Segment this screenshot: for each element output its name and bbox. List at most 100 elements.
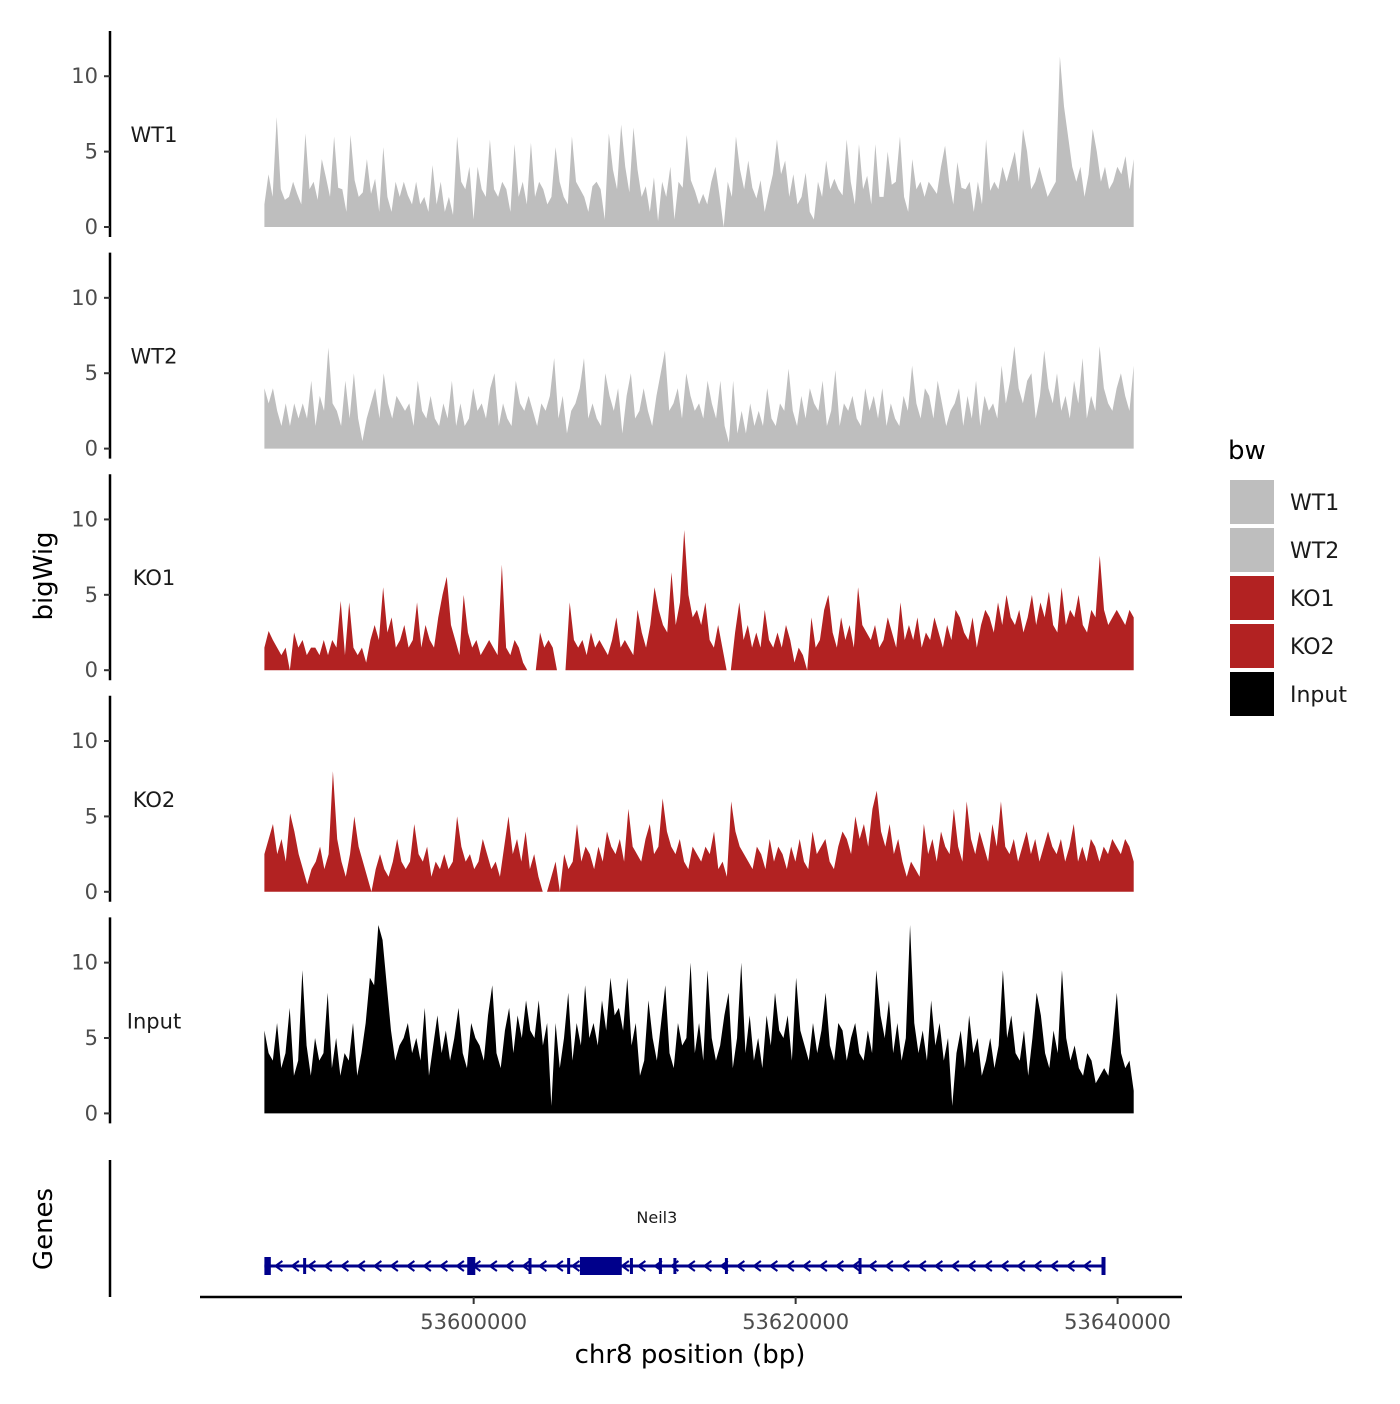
area-wt1 bbox=[264, 56, 1134, 227]
strand-arrow bbox=[950, 1260, 960, 1272]
strand-arrow bbox=[620, 1260, 630, 1272]
y-tick-label: 0 bbox=[85, 658, 98, 682]
legend-item-ko2: KO2 bbox=[1230, 624, 1335, 668]
track-label: KO2 bbox=[133, 788, 176, 812]
strand-arrow bbox=[966, 1260, 976, 1272]
y-tick-label: 10 bbox=[71, 729, 98, 753]
strand-arrow bbox=[438, 1260, 448, 1272]
gene-neil3: Neil3 bbox=[264, 1208, 1106, 1275]
strand-arrow bbox=[768, 1260, 778, 1272]
legend: bw WT1 WT2 KO1 KO2 Input bbox=[1228, 436, 1347, 716]
y-tick-label: 5 bbox=[85, 583, 98, 607]
legend-swatch bbox=[1230, 672, 1274, 716]
strand-arrow bbox=[405, 1260, 415, 1272]
legend-label: Input bbox=[1290, 683, 1347, 708]
exon bbox=[579, 1257, 622, 1275]
strand-arrow bbox=[917, 1260, 927, 1272]
exon-mark bbox=[629, 1258, 633, 1274]
y-tick-label: 5 bbox=[85, 1026, 98, 1050]
strand-arrow bbox=[867, 1260, 877, 1272]
strand-arrow bbox=[488, 1260, 498, 1272]
x-tick-label: 53620000 bbox=[742, 1310, 849, 1334]
y-tick-label: 0 bbox=[85, 1101, 98, 1125]
track-label: WT1 bbox=[131, 123, 178, 147]
y-tick-label: 5 bbox=[85, 361, 98, 385]
y-tick-label: 10 bbox=[71, 507, 98, 531]
exon-mark bbox=[303, 1258, 307, 1274]
legend-item-wt2: WT2 bbox=[1230, 528, 1339, 572]
track-label: Input bbox=[127, 1009, 181, 1033]
strand-arrow bbox=[1032, 1260, 1042, 1272]
legend-swatch bbox=[1230, 528, 1274, 572]
exon bbox=[467, 1257, 476, 1275]
strand-arrow bbox=[1082, 1260, 1092, 1272]
strand-arrow bbox=[884, 1260, 894, 1272]
strand-arrow bbox=[306, 1260, 316, 1272]
track-ko1: 0 5 10 KO1 bbox=[71, 474, 1134, 682]
y-tick-label: 0 bbox=[85, 215, 98, 239]
legend-item-ko1: KO1 bbox=[1230, 576, 1335, 620]
strand-arrow bbox=[554, 1260, 564, 1272]
strand-arrow bbox=[570, 1260, 580, 1272]
gene-track: Neil3 bbox=[108, 1160, 1106, 1297]
legend-label: KO2 bbox=[1290, 635, 1335, 660]
strand-arrow bbox=[356, 1260, 366, 1272]
exon-mark bbox=[858, 1258, 862, 1274]
strand-arrow bbox=[900, 1260, 910, 1272]
strand-arrow bbox=[537, 1260, 547, 1272]
strand-arrow bbox=[521, 1260, 531, 1272]
strand-arrow bbox=[1065, 1260, 1075, 1272]
x-axis: 53600000 53620000 53640000 bbox=[200, 1295, 1182, 1334]
strand-arrow bbox=[752, 1260, 762, 1272]
legend-label: WT2 bbox=[1290, 539, 1339, 564]
strand-arrow bbox=[1016, 1260, 1026, 1272]
strand-arrow bbox=[983, 1260, 993, 1272]
strand-arrow bbox=[999, 1260, 1009, 1272]
exon bbox=[264, 1257, 271, 1275]
strand-arrow bbox=[372, 1260, 382, 1272]
track-input: 0 5 10 Input bbox=[71, 917, 1134, 1125]
track-wt1: 0 5 10 WT1 bbox=[71, 31, 1134, 239]
legend-label: KO1 bbox=[1290, 587, 1335, 612]
strand-arrow bbox=[273, 1260, 283, 1272]
area-input bbox=[264, 924, 1134, 1114]
legend-item-input: Input bbox=[1230, 672, 1347, 716]
x-tick-label: 53640000 bbox=[1064, 1310, 1171, 1334]
signal-tracks: 0 5 10 WT1 0 5 10 WT2 0 5 10 KO1 0 5 10 KO2 0 5 10 Input bbox=[71, 31, 1134, 1125]
gene-name-label: Neil3 bbox=[636, 1208, 677, 1227]
exon-mark bbox=[528, 1258, 532, 1274]
legend-item-wt1: WT1 bbox=[1230, 480, 1339, 524]
strand-arrow bbox=[702, 1260, 712, 1272]
y-tick-label: 0 bbox=[85, 437, 98, 461]
strand-arrow bbox=[290, 1260, 300, 1272]
strand-arrow bbox=[834, 1260, 844, 1272]
strand-arrow bbox=[785, 1260, 795, 1272]
track-label: KO1 bbox=[133, 566, 176, 590]
legend-swatch bbox=[1230, 576, 1274, 620]
exon bbox=[1101, 1257, 1106, 1275]
legend-swatch bbox=[1230, 480, 1274, 524]
strand-arrow bbox=[933, 1260, 943, 1272]
strand-arrow bbox=[323, 1260, 333, 1272]
x-axis-title: chr8 position (bp) bbox=[575, 1340, 806, 1370]
exon-mark bbox=[567, 1258, 571, 1274]
strand-arrow bbox=[455, 1260, 465, 1272]
area-ko2 bbox=[264, 771, 1134, 892]
area-wt2 bbox=[264, 346, 1134, 449]
track-ko2: 0 5 10 KO2 bbox=[71, 695, 1134, 904]
strand-arrow bbox=[801, 1260, 811, 1272]
genes-axis-title: Genes bbox=[29, 1188, 59, 1270]
strand-arrow bbox=[339, 1260, 349, 1272]
y-tick-label: 10 bbox=[71, 286, 98, 310]
strand-arrow bbox=[504, 1260, 514, 1272]
y-axis-title: bigWig bbox=[29, 531, 59, 620]
legend-swatch bbox=[1230, 624, 1274, 668]
y-tick-label: 5 bbox=[85, 140, 98, 164]
strand-arrow bbox=[735, 1260, 745, 1272]
exon-mark bbox=[658, 1258, 662, 1274]
strand-arrow bbox=[636, 1260, 646, 1272]
y-tick-label: 0 bbox=[85, 880, 98, 904]
legend-title: bw bbox=[1228, 436, 1266, 466]
